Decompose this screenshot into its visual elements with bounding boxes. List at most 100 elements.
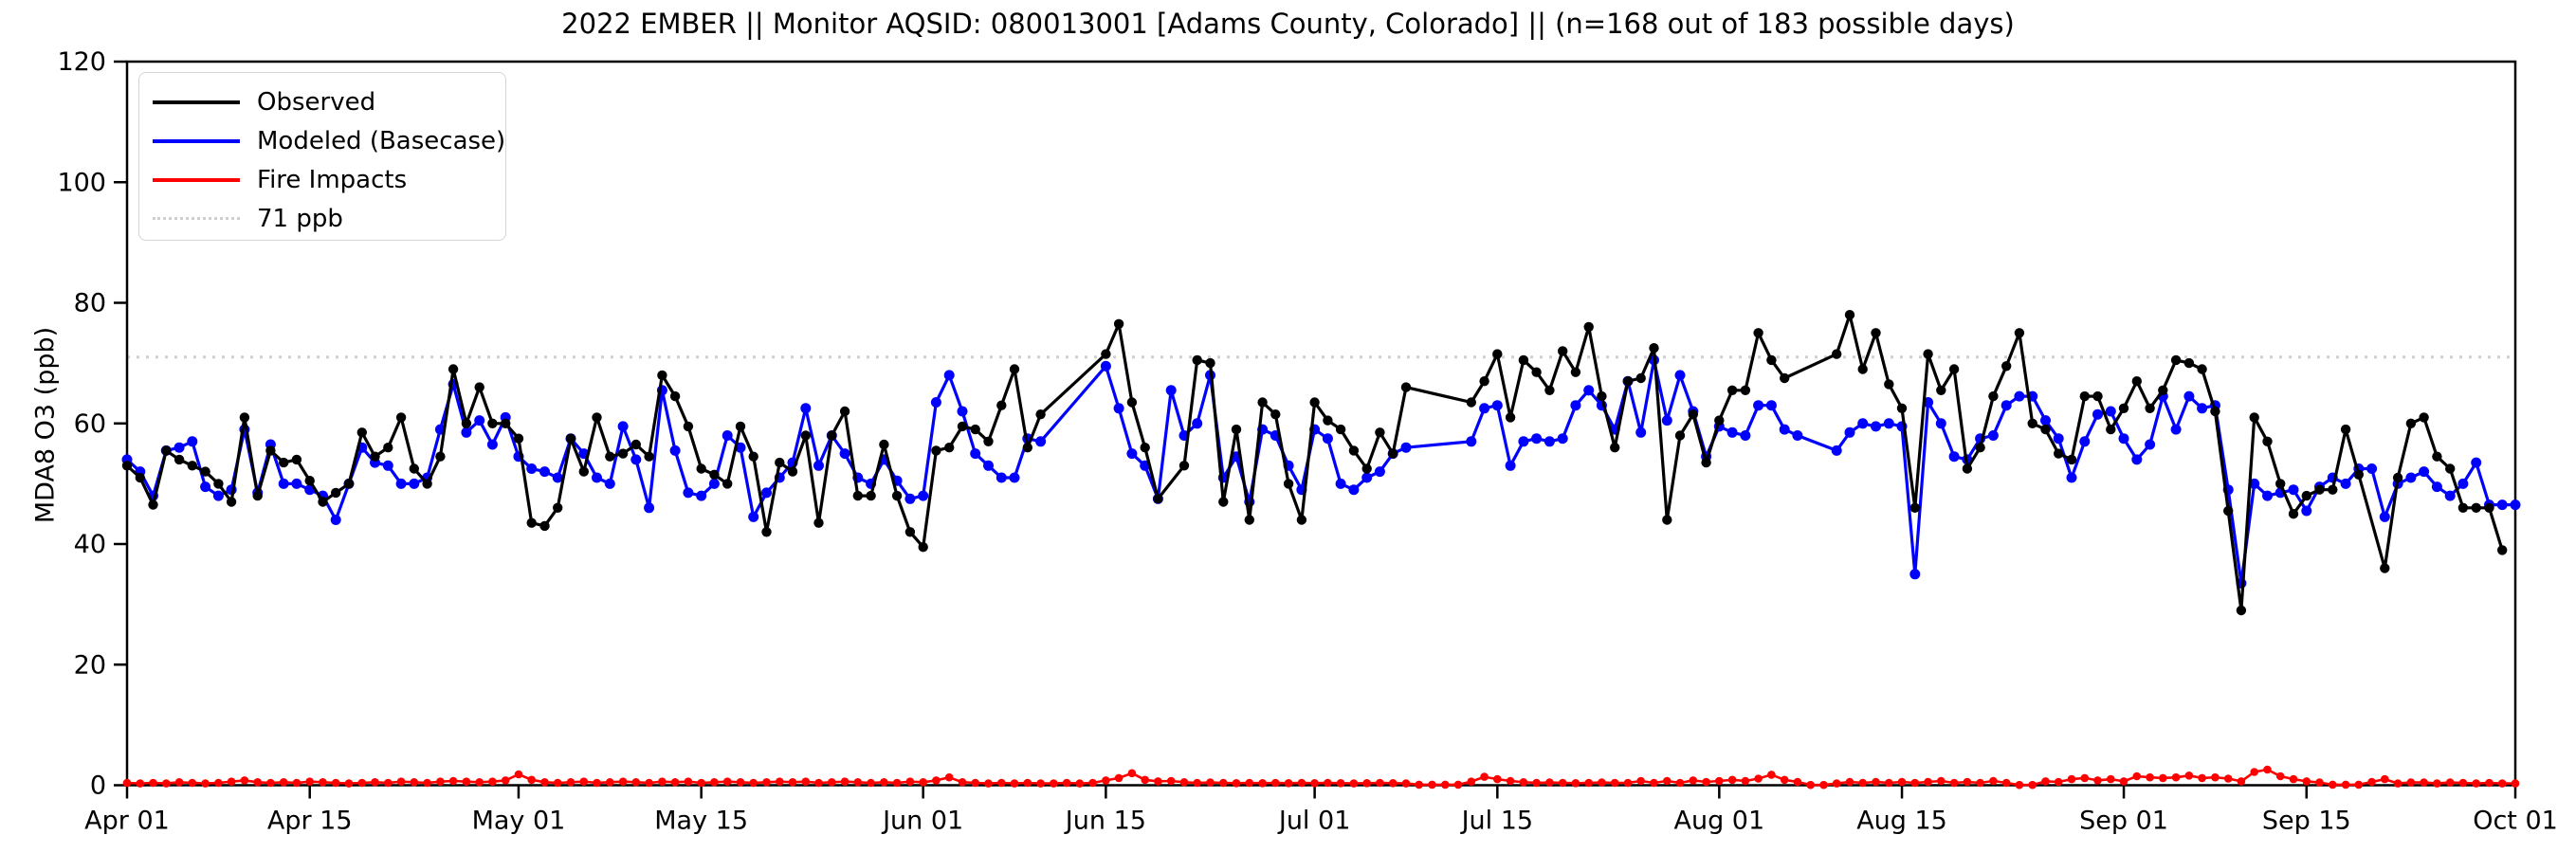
observed-marker bbox=[1518, 354, 1529, 366]
modeled-basecase-marker bbox=[395, 478, 407, 489]
observed-marker bbox=[1296, 515, 1307, 525]
fire-impacts-marker bbox=[1897, 777, 1907, 787]
observed-marker bbox=[331, 487, 341, 499]
observed-marker bbox=[605, 451, 615, 462]
observed-marker bbox=[970, 424, 980, 435]
fire-impacts-marker bbox=[853, 778, 863, 787]
fire-impacts-marker bbox=[2184, 771, 2194, 780]
fire-impacts-marker bbox=[1767, 771, 1776, 779]
legend-item-fire: Fire Impacts bbox=[153, 160, 505, 199]
fire-impacts-marker bbox=[540, 778, 549, 787]
modeled-basecase-marker bbox=[1361, 472, 1373, 483]
observed-marker bbox=[135, 472, 145, 483]
observed-marker bbox=[474, 382, 484, 392]
fire-impacts-marker bbox=[1376, 778, 1384, 788]
observed-marker bbox=[2405, 418, 2417, 428]
fire-impacts-marker bbox=[423, 778, 431, 788]
observed-marker bbox=[343, 479, 355, 489]
observed-marker bbox=[617, 448, 629, 459]
fire-impacts-marker bbox=[1754, 774, 1763, 783]
modeled-basecase-marker bbox=[1479, 403, 1490, 414]
observed-marker bbox=[891, 490, 903, 501]
fire-impacts-marker bbox=[2275, 771, 2285, 781]
modeled-basecase-marker bbox=[1792, 430, 1803, 441]
modeled-basecase-marker bbox=[2496, 499, 2508, 511]
fire-impacts-marker bbox=[553, 778, 562, 788]
observed-marker bbox=[2288, 509, 2299, 519]
fire-impacts-marker bbox=[1362, 779, 1371, 788]
observed-marker bbox=[2001, 361, 2012, 372]
x-tick-label: Jul 15 bbox=[1460, 807, 1534, 836]
modeled-basecase-marker bbox=[1674, 370, 1686, 381]
fire-impacts-marker bbox=[2263, 765, 2272, 774]
observed-marker bbox=[1936, 385, 1946, 395]
observed-marker bbox=[1218, 497, 1229, 507]
fire-impacts-marker bbox=[997, 778, 1006, 788]
legend-label: Fire Impacts bbox=[257, 165, 408, 194]
modeled-basecase-marker bbox=[630, 454, 642, 465]
fire-impacts-marker bbox=[1519, 778, 1528, 787]
observed-marker bbox=[2210, 406, 2220, 417]
modeled-basecase-marker bbox=[526, 463, 538, 474]
fire-impacts-marker bbox=[162, 779, 171, 788]
observed-marker bbox=[761, 527, 772, 537]
x-tick-label: Apr 15 bbox=[267, 807, 353, 836]
modeled-basecase-marker bbox=[2066, 472, 2077, 483]
modeled-basecase-marker bbox=[1335, 478, 1346, 489]
fire-impacts-marker bbox=[840, 777, 850, 786]
observed-marker bbox=[1205, 357, 1215, 369]
observed-marker bbox=[2432, 451, 2442, 462]
fire-impacts-marker bbox=[174, 778, 184, 787]
fire-impacts-marker bbox=[1036, 779, 1045, 788]
fire-impacts-marker bbox=[722, 777, 732, 786]
modeled-basecase-marker bbox=[2366, 463, 2378, 474]
observed-marker bbox=[1479, 376, 1489, 387]
observed-marker bbox=[2236, 605, 2247, 616]
observed-marker bbox=[187, 461, 197, 471]
observed-marker bbox=[2314, 484, 2325, 495]
x-tick-label: Jul 01 bbox=[1277, 807, 1351, 836]
modeled-basecase-marker bbox=[800, 403, 812, 414]
modeled-basecase-marker bbox=[722, 430, 733, 441]
fire-impacts-marker bbox=[1088, 778, 1097, 788]
fire-impacts-marker bbox=[227, 777, 236, 786]
modeled-basecase-marker bbox=[461, 426, 472, 438]
fire-impacts-marker bbox=[357, 778, 367, 788]
observed-marker bbox=[1126, 397, 1138, 408]
modeled-basecase-marker bbox=[174, 442, 185, 453]
observed-marker bbox=[1674, 430, 1686, 441]
modeled-basecase-marker bbox=[2079, 436, 2091, 447]
modeled-basecase-marker bbox=[2444, 490, 2456, 501]
observed-marker bbox=[904, 527, 916, 537]
fire-impacts-marker bbox=[1141, 775, 1149, 785]
observed-marker bbox=[239, 412, 250, 423]
modeled-basecase-marker bbox=[1126, 448, 1138, 460]
modeled-basecase-marker bbox=[1518, 436, 1529, 447]
modeled-basecase-marker bbox=[2419, 466, 2430, 478]
modeled-basecase-marker bbox=[1726, 426, 1738, 438]
observed-marker bbox=[630, 439, 641, 450]
fire-impacts-marker bbox=[1493, 774, 1502, 784]
y-axis-label: MDA8 O3 (ppb) bbox=[30, 326, 61, 524]
observed-marker bbox=[2380, 563, 2390, 573]
legend-item-modeled: Modeled (Basecase) bbox=[153, 121, 505, 160]
fire-impacts-marker bbox=[201, 779, 210, 788]
observed-marker bbox=[200, 466, 210, 477]
modeled-basecase-marker bbox=[813, 460, 824, 471]
modeled-basecase-marker bbox=[1635, 426, 1647, 438]
observed-marker bbox=[174, 454, 185, 465]
y-tick-label: 60 bbox=[74, 409, 106, 439]
x-tick-label: Jun 15 bbox=[1064, 807, 1146, 836]
observed-marker bbox=[2484, 502, 2494, 513]
observed-marker bbox=[291, 454, 302, 465]
modeled-basecase-marker bbox=[2105, 406, 2116, 417]
y-tick-label: 40 bbox=[74, 530, 106, 559]
observed-marker bbox=[644, 451, 654, 462]
threshold-line-sample-icon bbox=[153, 217, 240, 220]
modeled-basecase-marker bbox=[330, 515, 341, 525]
observed-marker bbox=[1701, 457, 1711, 468]
modeled-basecase-marker bbox=[1165, 385, 1177, 396]
modeled-basecase-marker bbox=[1466, 436, 1477, 447]
observed-marker bbox=[827, 430, 837, 441]
